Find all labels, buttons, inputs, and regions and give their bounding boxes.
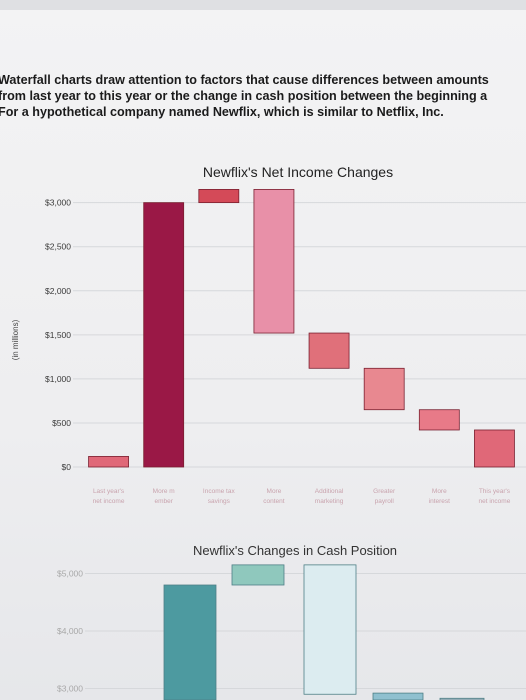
x-tick-label: More xyxy=(432,488,447,495)
waterfall-bar xyxy=(308,332,350,369)
waterfall-bars xyxy=(88,189,515,468)
x-tick-label: More m xyxy=(153,488,175,495)
x-tick-label: marketing xyxy=(315,498,344,505)
top-band xyxy=(0,0,526,10)
y-tick-label: $3,000 xyxy=(45,198,71,208)
x-tick-label: Income tax xyxy=(203,488,236,495)
intro-line-1: Waterfall charts draw attention to facto… xyxy=(0,73,489,87)
chart-title: Newflix's Net Income Changes xyxy=(203,164,393,180)
y-tick-label: $1,000 xyxy=(45,374,71,384)
x-tick-label: This year's xyxy=(479,488,511,495)
net-income-waterfall-chart: Newflix's Net Income Changes $0 $500 $1,00… xyxy=(11,164,526,505)
x-axis-labels: Last year's net income More m ember Income t… xyxy=(93,488,511,505)
intro-text: Waterfall charts draw attention to facto… xyxy=(0,72,526,120)
x-tick-label: interest xyxy=(429,498,451,505)
x-tick-label: payroll xyxy=(375,498,395,505)
y-tick-label: $1,500 xyxy=(45,330,71,340)
waterfall-bar xyxy=(253,189,295,334)
x-tick-label: net income xyxy=(93,498,125,505)
y-tick-label: $2,000 xyxy=(45,286,71,296)
y-tick-label: $0 xyxy=(62,462,72,472)
intro-line-3: For a hypothetical company named Newflix… xyxy=(0,105,444,119)
cash-position-waterfall-chart: Newflix's Changes in Cash Position $3,00… xyxy=(57,543,526,700)
waterfall-bar xyxy=(474,429,515,468)
y-axis-label: (in millions) xyxy=(11,319,20,360)
waterfall-bar xyxy=(88,456,129,468)
waterfall-bars xyxy=(163,564,485,700)
y-axis-ticks: $3,000 $4,000 $5,000 xyxy=(57,569,83,694)
waterfall-bar xyxy=(372,692,424,700)
x-tick-label: savings xyxy=(208,498,231,505)
waterfall-bar xyxy=(439,697,485,700)
waterfall-bar xyxy=(198,189,240,204)
y-tick-label: $4,000 xyxy=(57,626,83,636)
waterfall-bar xyxy=(143,202,185,468)
y-tick-label: $5,000 xyxy=(57,569,83,579)
chart-title: Newflix's Changes in Cash Position xyxy=(193,543,397,558)
x-tick-label: net income xyxy=(479,498,511,505)
y-axis-ticks: $0 $500 $1,000 $1,500 $2,000 $2,500 $3,000 xyxy=(45,198,71,472)
waterfall-bar xyxy=(363,367,405,411)
x-tick-label: Greater xyxy=(373,488,396,495)
waterfall-bar xyxy=(303,564,357,695)
y-tick-label: $2,500 xyxy=(45,242,71,252)
x-tick-label: More xyxy=(267,488,282,495)
y-tick-label: $500 xyxy=(52,418,71,428)
x-tick-label: Last year's xyxy=(93,488,125,495)
waterfall-bar xyxy=(231,564,285,586)
x-tick-label: content xyxy=(263,498,285,505)
waterfall-bar xyxy=(163,584,217,700)
intro-line-2: from last year to this year or the chang… xyxy=(0,89,488,103)
y-tick-label: $3,000 xyxy=(57,684,83,694)
waterfall-bar xyxy=(418,409,460,431)
x-tick-label: ember xyxy=(154,498,173,505)
x-tick-label: Additional xyxy=(315,488,344,495)
